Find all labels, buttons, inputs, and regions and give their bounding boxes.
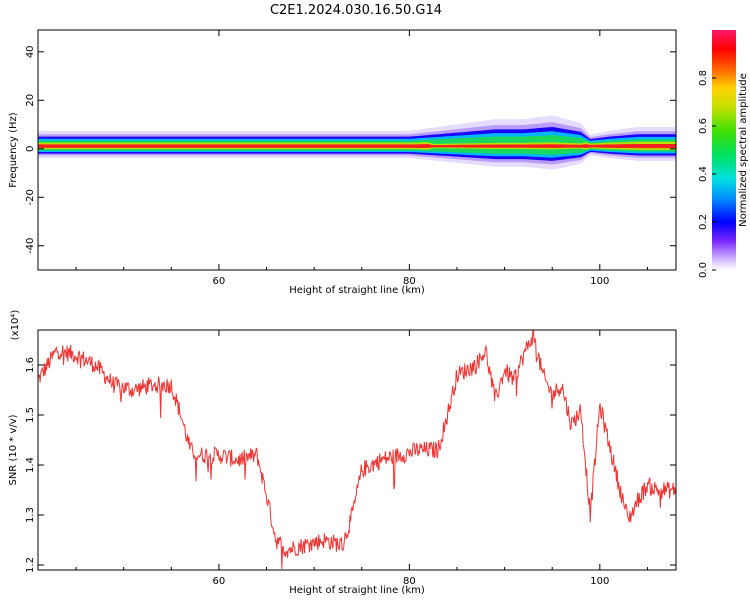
spectrogram-x-tick-label: 100 [590,276,609,287]
band-core [38,143,676,149]
spectrogram-y-tick-label: 20 [25,94,36,107]
colorbar-gradient [712,30,736,270]
snr-y-label: SNR (10 * v/v) [8,414,19,485]
spectrogram-y-tick-label: 0 [25,146,36,152]
snr-series-line [38,330,676,569]
snr-x-tick-label: 80 [403,576,416,587]
colorbar-tick-label: 0.6 [698,118,709,134]
colorbar-label: Normalized spectral amplitude [738,73,749,227]
colorbar: 0.0 0.2 0.4 0.6 0.8 Normalized spectral ampl… [698,30,749,278]
spectrogram-y-tick-label: 40 [25,45,36,58]
snr-y-tick-label: 1.4 [25,457,36,473]
snr-x-tick-label: 100 [590,576,609,587]
spectrogram-panel: 60 80 100 -40 -20 0 20 40 Height of straight l… [8,29,677,296]
spectrogram-x-tick-label: 60 [213,276,226,287]
spectrogram-x-tick-label: 80 [403,276,416,287]
spectrogram-y-tick-label: -40 [25,238,36,254]
snr-y-tick-label: 1.3 [25,507,36,523]
snr-y-multiplier: (x10⁴) [10,310,21,341]
spectral-band [38,115,676,170]
snr-frame [37,329,677,571]
snr-y-tick-label: 1.6 [25,357,36,373]
spectrogram-x-label: Height of straight line (km) [289,285,425,296]
colorbar-tick-label: 0.8 [698,70,709,86]
colorbar-tick-label: 0.2 [698,214,709,230]
chart-title: C2E1.2024.030.16.50.G14 [270,3,442,18]
snr-x-tick-label: 60 [213,576,226,587]
spectrogram-frame [37,29,677,271]
snr-x-label: Height of straight line (km) [289,585,425,596]
colorbar-tick-label: 0.0 [698,262,709,278]
spectrogram-y-tick-label: -20 [25,189,36,205]
colorbar-tick-label: 0.4 [698,166,709,182]
snr-y-tick-label: 1.5 [25,407,36,423]
snr-y-tick-label: 1.2 [25,557,36,573]
spectrogram-y-label: Frequency (Hz) [8,112,19,188]
snr-panel: 60 80 100 1.2 1.3 1.4 1.5 1.6 Height of straig… [8,310,677,596]
